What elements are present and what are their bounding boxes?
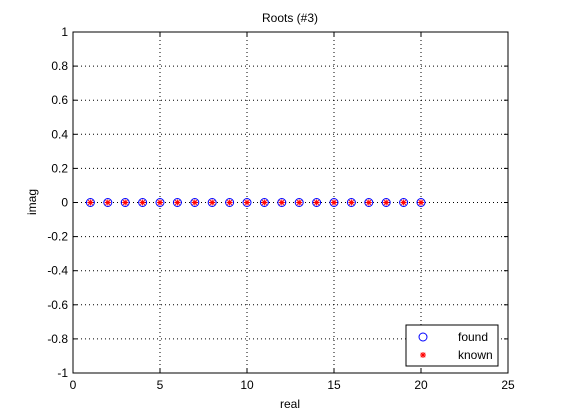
y-axis-label: imag	[25, 189, 39, 215]
found-point	[120, 198, 130, 207]
asterisk-stroke	[296, 199, 302, 206]
x-tick-label: 25	[501, 378, 515, 392]
x-tick-label: 10	[240, 378, 254, 392]
y-tick-label: 0.4	[51, 127, 68, 141]
known-point	[400, 199, 407, 206]
asterisk-stroke	[122, 199, 128, 206]
series-known	[87, 199, 424, 206]
found-point	[346, 198, 356, 207]
legend-entries: found known	[418, 330, 493, 362]
ticks	[72, 31, 509, 374]
found-point	[416, 198, 426, 207]
x-tick-label: 5	[157, 378, 164, 392]
y-tick-label: 0.6	[51, 93, 68, 107]
known-point	[244, 199, 250, 206]
asterisk-stroke	[420, 352, 426, 358]
known-point	[331, 199, 337, 206]
found-point	[190, 198, 200, 207]
y-tick-label: -0.6	[47, 298, 68, 312]
asterisk-stroke	[209, 199, 215, 206]
found-point	[207, 198, 217, 207]
x-tick-label: 0	[70, 378, 77, 392]
asterisk-stroke	[87, 199, 94, 206]
found-point	[399, 198, 409, 207]
y-tick-label: -0.8	[47, 332, 68, 346]
legend-label-known: known	[458, 348, 493, 362]
known-point	[174, 199, 181, 206]
y-tick-label: 1	[61, 25, 68, 39]
asterisk-stroke	[366, 199, 372, 206]
found-point	[294, 198, 304, 207]
y-tick-label: 0.2	[51, 161, 68, 175]
known-point	[226, 199, 233, 206]
known-point	[348, 199, 355, 206]
x-tick-label: 20	[414, 378, 428, 392]
grid	[73, 32, 508, 373]
known-point	[313, 199, 320, 206]
found-point	[172, 198, 182, 207]
x-axis-label: real	[280, 397, 300, 411]
known-point	[209, 199, 216, 206]
found-point	[277, 198, 287, 207]
found-point	[85, 198, 95, 207]
known-point	[104, 199, 111, 206]
found-point	[312, 198, 322, 207]
found-point	[155, 198, 165, 207]
found-point	[103, 198, 113, 207]
legend-box	[405, 324, 499, 367]
asterisk-stroke	[418, 199, 424, 206]
asterisk-stroke	[226, 199, 233, 206]
known-point	[122, 199, 129, 206]
data-layer	[85, 198, 426, 207]
known-point	[296, 199, 303, 206]
asterisk-stroke	[174, 199, 181, 206]
asterisk-stroke	[157, 199, 163, 206]
y-tick-label: -1	[57, 366, 68, 380]
asterisk-stroke	[313, 199, 320, 206]
legend-marker-known	[420, 352, 426, 358]
asterisk-stroke	[331, 199, 337, 206]
known-point	[139, 199, 146, 206]
legend-marker-found	[418, 332, 428, 342]
known-point	[365, 199, 372, 206]
asterisk-stroke	[261, 199, 268, 206]
y-tick-label: 0	[61, 196, 68, 210]
legend-label-found: found	[458, 330, 488, 344]
asterisk-stroke	[105, 199, 111, 206]
known-point	[418, 199, 424, 206]
chart-title: Roots (#3)	[262, 11, 318, 25]
known-point	[87, 199, 94, 206]
y-tick-label: -0.4	[47, 264, 68, 278]
known-point	[383, 199, 390, 206]
asterisk-stroke	[244, 199, 250, 206]
y-tick-label: 0.8	[51, 59, 68, 73]
found-point	[364, 198, 374, 207]
x-tick-label: 15	[327, 378, 341, 392]
known-point	[261, 199, 268, 206]
found-point	[259, 198, 269, 207]
known-point	[191, 199, 198, 206]
found-point	[329, 198, 339, 207]
asterisk-stroke	[139, 199, 146, 206]
tick-labels: 0 5 10 15 20 25 -1 -0.8 -0.6 -0.4 -0.2 0 0.2 0.4 0.6 0.…	[47, 25, 515, 392]
asterisk-stroke	[400, 199, 407, 206]
asterisk-stroke	[383, 199, 389, 206]
found-point	[242, 198, 252, 207]
found-point	[225, 198, 235, 207]
found-point	[138, 198, 148, 207]
series-found	[85, 198, 426, 207]
asterisk-stroke	[348, 199, 355, 206]
asterisk-stroke	[192, 199, 198, 206]
y-tick-label: -0.2	[47, 230, 68, 244]
legend: found known	[405, 324, 499, 367]
known-point	[278, 199, 285, 206]
asterisk-stroke	[279, 199, 285, 206]
known-point	[157, 199, 163, 206]
found-point	[381, 198, 391, 207]
